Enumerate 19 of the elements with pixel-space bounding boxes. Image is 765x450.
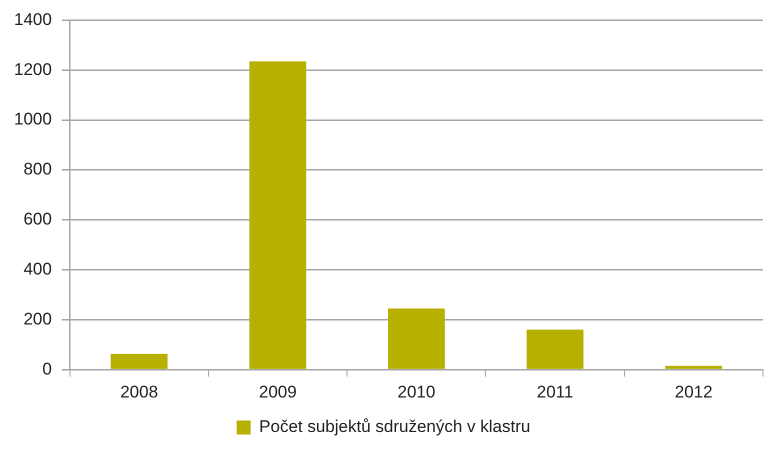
bar bbox=[110, 354, 168, 369]
y-tick-label: 1400 bbox=[14, 10, 52, 29]
bar bbox=[388, 308, 445, 369]
bar bbox=[665, 366, 722, 369]
y-tick-label: 200 bbox=[23, 309, 52, 328]
y-tick-label: 1000 bbox=[14, 110, 52, 129]
x-tick-label: 2012 bbox=[674, 382, 713, 402]
y-tick-label: 800 bbox=[23, 160, 52, 179]
bar bbox=[249, 61, 306, 369]
x-tick-label: 2011 bbox=[536, 382, 574, 402]
x-tick-label: 2009 bbox=[258, 382, 297, 402]
x-tick-label: 2008 bbox=[120, 382, 158, 402]
y-tick-label: 400 bbox=[23, 259, 52, 278]
x-tick-label: 2010 bbox=[397, 382, 436, 402]
y-tick-label: 600 bbox=[23, 210, 52, 229]
bar bbox=[526, 330, 584, 369]
legend-label: Počet subjektů sdružených v klastru bbox=[259, 417, 530, 436]
y-tick-label: 1200 bbox=[14, 60, 52, 79]
y-tick-label: 0 bbox=[42, 359, 52, 378]
